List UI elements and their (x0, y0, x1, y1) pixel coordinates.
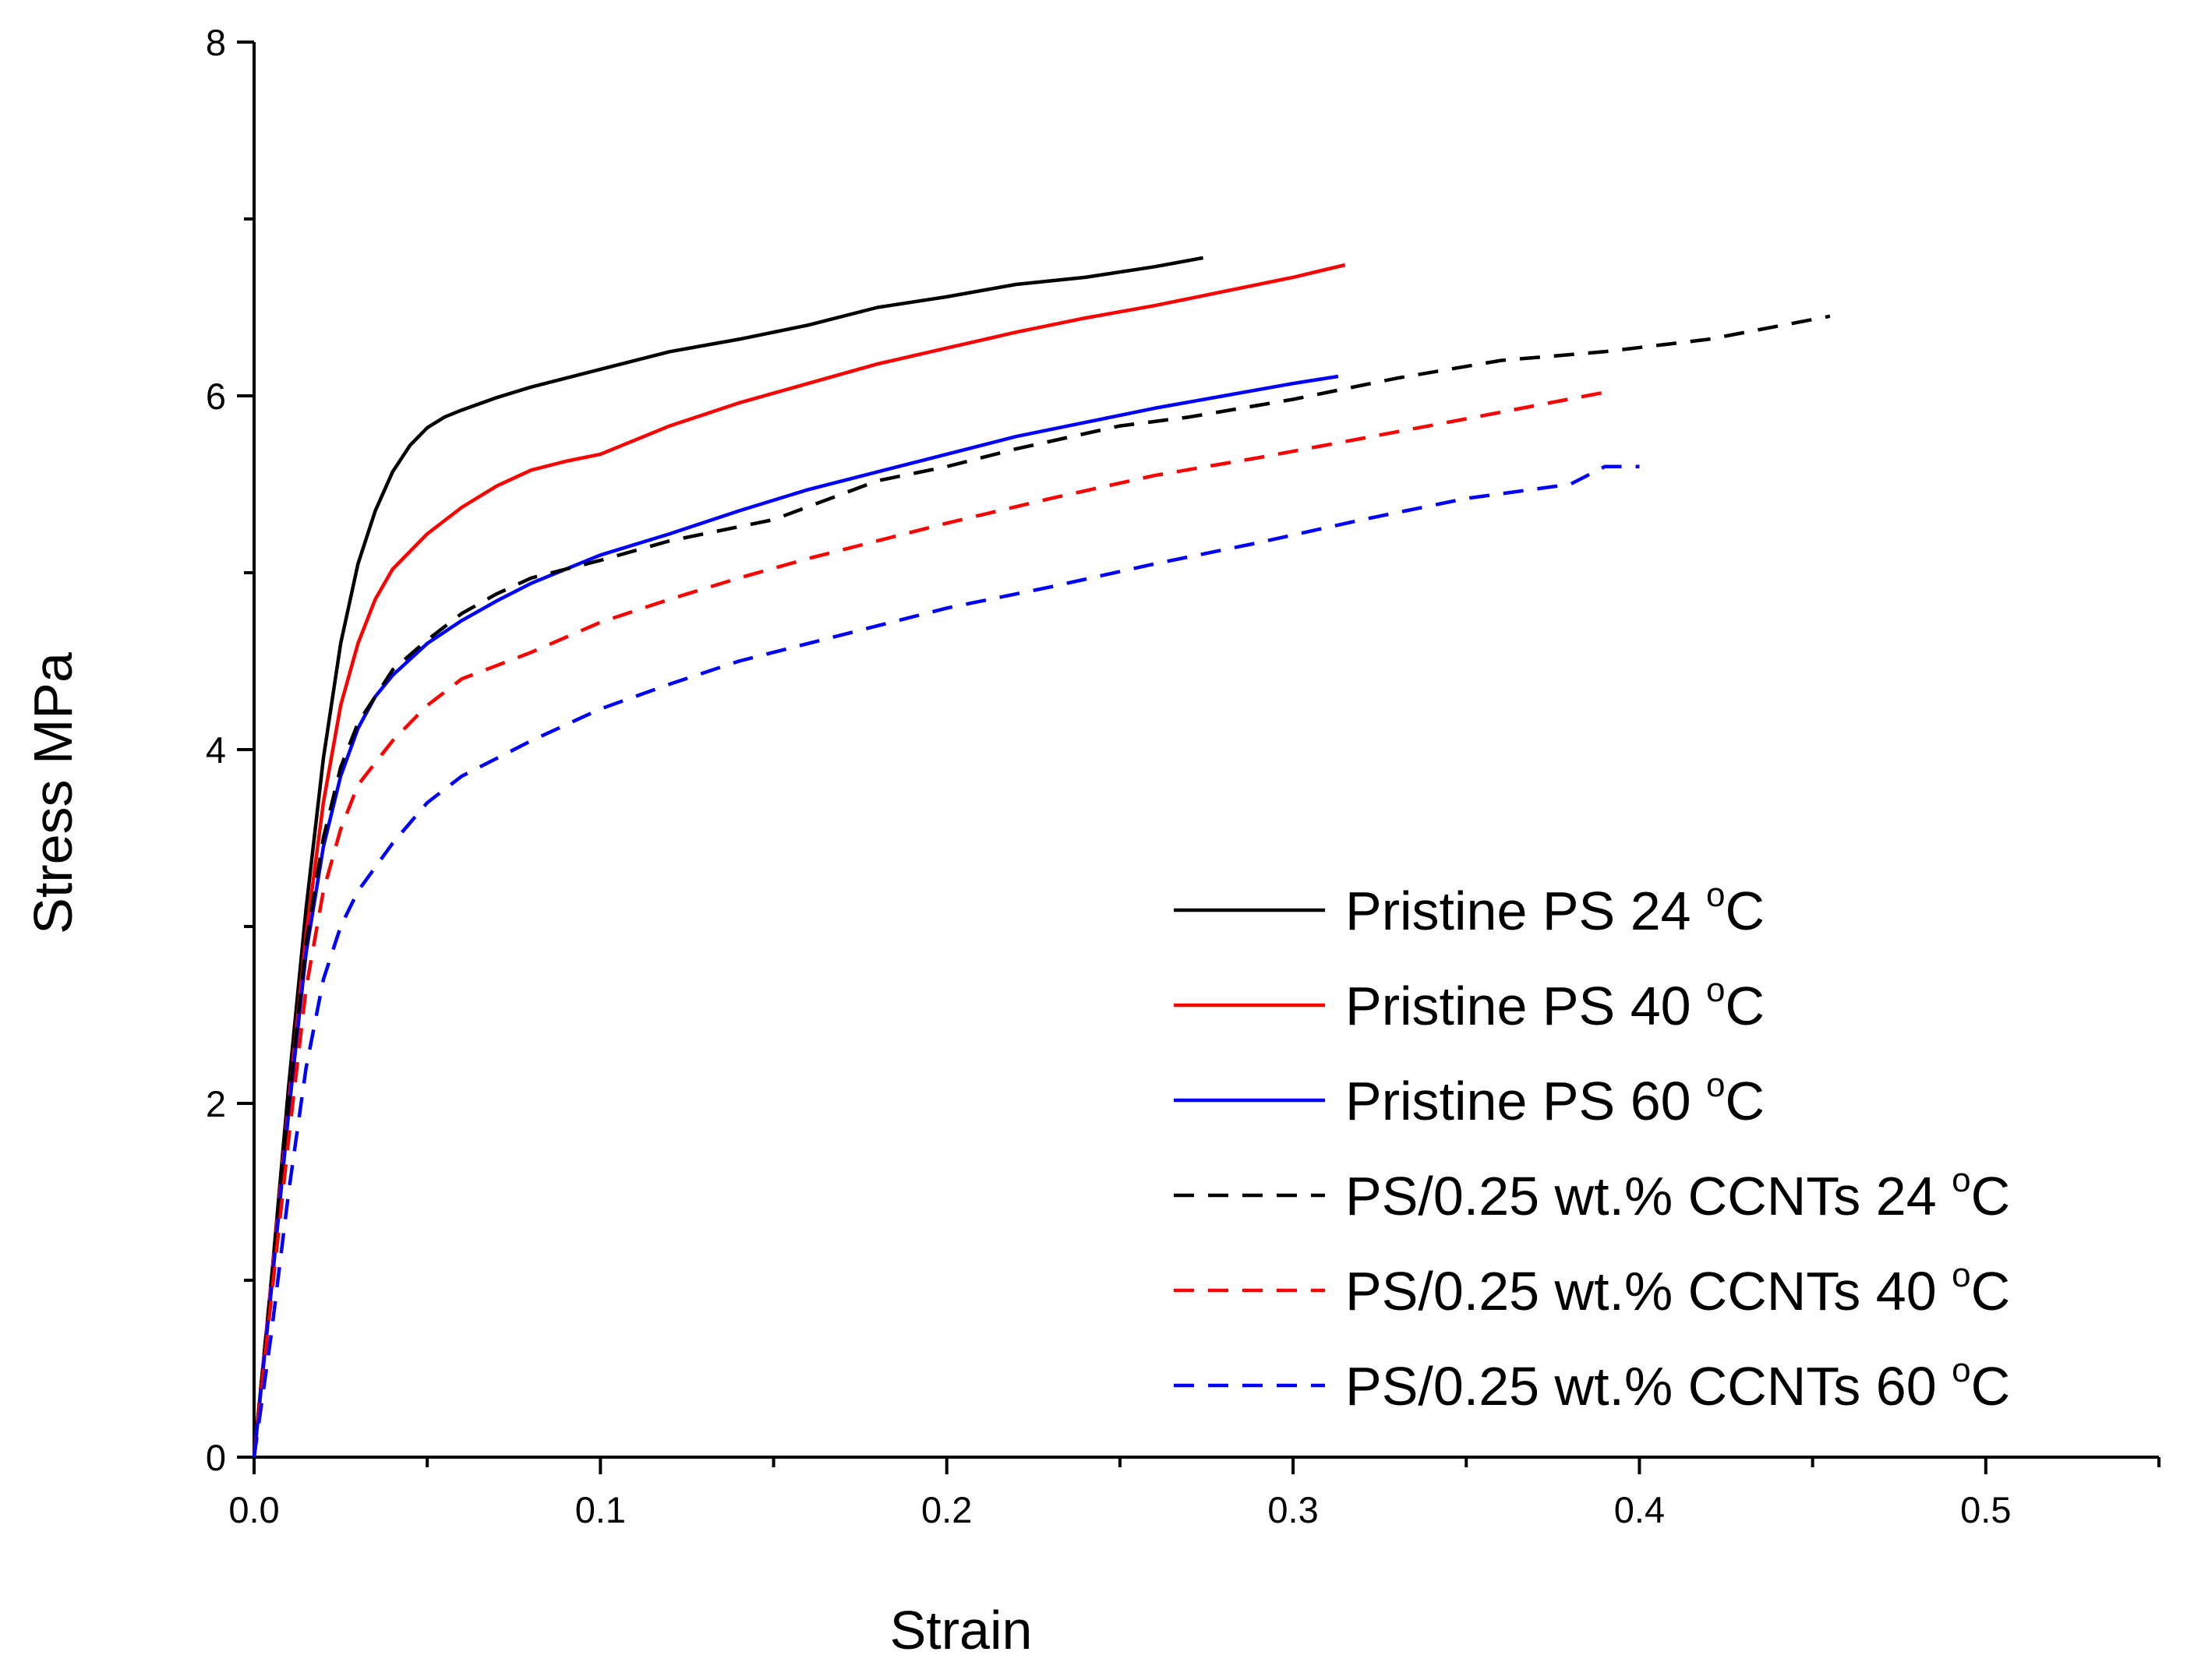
y-tick-label: 0 (206, 1437, 226, 1478)
y-tick-label: 2 (206, 1083, 226, 1124)
y-tick-label: 8 (206, 22, 226, 63)
legend-label-5: PS/0.25 wt.% CCNTs 40 oC (1345, 1256, 2010, 1322)
legend-label-2: Pristine PS 40 oC (1345, 971, 1765, 1036)
y-tick-label: 4 (206, 729, 226, 771)
x-tick-label: 0.5 (1960, 1489, 2011, 1530)
series-layer (252, 256, 1831, 1458)
x-tick-label: 0.3 (1267, 1489, 1318, 1530)
series-line-4 (252, 314, 1831, 1458)
series-line-5 (252, 390, 1606, 1458)
legend-label-4: PS/0.25 wt.% CCNTs 24 oC (1345, 1161, 2010, 1226)
x-tick-label: 0.2 (921, 1489, 972, 1530)
x-tick-label: 0.0 (228, 1489, 279, 1530)
legend-label-1: Pristine PS 24 oC (1345, 876, 1765, 941)
series-line-6 (252, 464, 1640, 1458)
series-line-2 (252, 263, 1346, 1458)
x-tick-label: 0.1 (575, 1489, 626, 1530)
series-line-1 (252, 256, 1204, 1458)
legend-label-3: Pristine PS 60 oC (1345, 1066, 1765, 1131)
x-tick-label: 0.4 (1614, 1489, 1665, 1530)
legend-label-6: PS/0.25 wt.% CCNTs 60 oC (1345, 1351, 2010, 1417)
legend: Pristine PS 24 oC Pristine PS 40 oC Pristi… (1174, 876, 2010, 1417)
y-tick-label: 6 (206, 376, 226, 417)
series-line-3 (252, 374, 1339, 1458)
y-axis-title: Stress MPa (23, 652, 83, 934)
axes: 0.0 0.1 0.2 0.3 0.4 0.5 0 2 4 6 8 (206, 22, 2161, 1530)
x-axis-title: Strain (890, 1600, 1033, 1661)
